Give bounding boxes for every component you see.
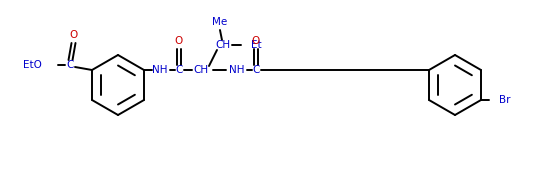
Text: C: C [175, 65, 182, 75]
Text: CH: CH [216, 40, 231, 50]
Text: O: O [175, 36, 183, 46]
Text: Me: Me [212, 17, 228, 27]
Text: O: O [69, 30, 77, 40]
Text: C: C [252, 65, 260, 75]
Text: Et: Et [251, 40, 262, 50]
Text: EtO: EtO [23, 60, 42, 70]
Text: Br: Br [499, 95, 510, 105]
Text: O: O [252, 36, 260, 46]
Text: C: C [66, 60, 74, 70]
Text: CH: CH [194, 65, 208, 75]
Text: NH: NH [152, 65, 168, 75]
Text: NH: NH [229, 65, 245, 75]
